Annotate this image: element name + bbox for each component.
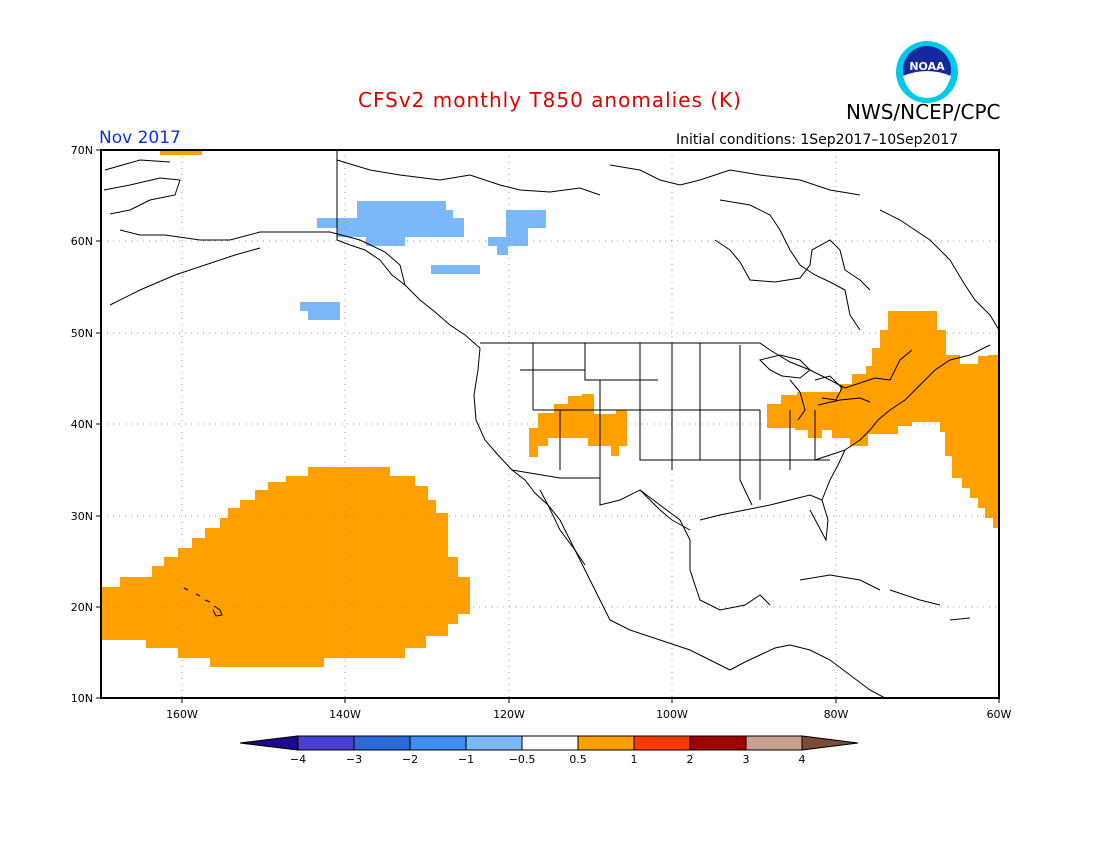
axis-ticks <box>96 149 1000 703</box>
cool-region-gulf-alaska <box>300 302 340 320</box>
colorbar-box <box>577 735 635 751</box>
colorbar-tick-label: −0.5 <box>509 753 536 766</box>
lon-gridlines <box>181 150 837 698</box>
lon-label: 160W <box>166 708 198 721</box>
lon-label: 100W <box>656 708 688 721</box>
forecast-month: Nov 2017 <box>99 128 181 148</box>
cool-region-bc <box>431 265 480 274</box>
lat-label: 10N <box>71 692 93 705</box>
lat-labels: 70N 60N 50N 40N 30N 20N 10N <box>71 144 93 705</box>
cool-anomaly-regions <box>300 201 546 320</box>
lon-labels: 160W 140W 120W 100W 80W 60W <box>166 708 1011 721</box>
colorbar-tick-label: 1 <box>631 753 638 766</box>
colorbar-tick-label: 4 <box>799 753 806 766</box>
colorbar-arrow-low <box>239 735 299 751</box>
lon-label: 120W <box>493 708 525 721</box>
colorbar-tick-label: −2 <box>402 753 418 766</box>
warm-region-northeast <box>767 311 999 528</box>
colorbar: −4 −3 −2 −1 −0.5 0.5 1 2 3 4 <box>239 735 859 766</box>
colorbar-tick-label: −3 <box>346 753 362 766</box>
lat-label: 40N <box>71 418 93 431</box>
lon-label: 60W <box>987 708 1012 721</box>
warm-anomaly-regions <box>101 150 999 667</box>
colorbar-arrow-high <box>801 735 859 751</box>
agency-label: NWS/NCEP/CPC <box>846 100 1001 124</box>
lon-label: 80W <box>824 708 849 721</box>
lat-label: 30N <box>71 510 93 523</box>
lat-label: 50N <box>71 327 93 340</box>
initial-conditions: Initial conditions: 1Sep2017–10Sep2017 <box>676 132 959 148</box>
colorbar-tick-label: 3 <box>743 753 750 766</box>
colorbar-tick-label: 0.5 <box>569 753 587 766</box>
warm-region-arctic-strip <box>160 150 202 155</box>
cool-region-nwt <box>488 210 546 255</box>
lat-label: 70N <box>71 144 93 157</box>
colorbar-tick-label: −1 <box>458 753 474 766</box>
political-borders <box>336 150 913 531</box>
colorbar-box <box>409 735 467 751</box>
noaa-logo-icon: NOAA <box>896 41 958 103</box>
colorbar-box <box>633 735 691 751</box>
colorbar-box <box>353 735 411 751</box>
lon-label: 140W <box>329 708 361 721</box>
lat-label: 60N <box>71 235 93 248</box>
coastlines <box>103 159 1000 699</box>
cool-region-yukon <box>317 201 464 246</box>
colorbar-tick-label: 2 <box>687 753 694 766</box>
warm-region-southwest-us <box>529 394 627 457</box>
colorbar-box <box>745 735 803 751</box>
map-title: CFSv2 monthly T850 anomalies (K) <box>358 88 742 112</box>
lat-label: 20N <box>71 601 93 614</box>
colorbar-box <box>521 735 579 751</box>
colorbar-box <box>465 735 523 751</box>
noaa-logo-text: NOAA <box>909 60 945 73</box>
warm-region-pacific <box>101 467 470 667</box>
colorbar-box <box>297 735 355 751</box>
colorbar-tick-label: −4 <box>290 753 306 766</box>
colorbar-box <box>689 735 747 751</box>
